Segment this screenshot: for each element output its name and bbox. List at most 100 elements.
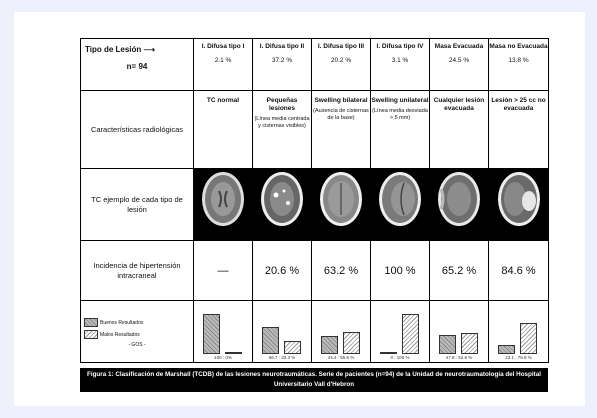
radiologic-label: Características radiológicas (80, 90, 194, 169)
radiologic-sub: (Línea media desviada > 5 mm) (372, 108, 428, 121)
radiologic-main: Lesión > 25 cc no evacuada (491, 97, 546, 112)
bad-outcome-bar (284, 340, 301, 354)
outcome-cell: 100 : 0% (193, 300, 253, 363)
column-name: I. Difusa tipo I (201, 43, 245, 50)
gos-label: - GOS - (128, 342, 146, 348)
good-outcome-bar (439, 334, 456, 354)
outcome-label: 44.4 : 55.6 % (327, 355, 355, 360)
radiologic-main: TC normal (206, 97, 240, 104)
column-name: Masa no Evacuada (489, 43, 548, 50)
icp-value: 63.2 % (311, 240, 371, 301)
figure-caption: Figura 1: Clasificación de Marshall (TCD… (80, 368, 548, 392)
radiologic-main: Swelling bilateral (314, 97, 368, 104)
column-name: I. Difusa tipo II (259, 43, 305, 50)
radiologic-sub: (Ausencia de cisternas de la base) (313, 108, 369, 121)
bad-outcome-bar (402, 314, 419, 354)
icp-value: 84.6 % (488, 240, 549, 301)
ct-scan-type-iii (320, 172, 362, 226)
ct-scan-image (488, 168, 549, 241)
legend-bad-label: Malos Resultados (100, 331, 140, 338)
arrow-right-icon: ⟶ (143, 45, 156, 54)
icp-row: Incidencia de hipertensión intracraneal … (80, 240, 549, 301)
marshall-classification-figure: Tipo de Lesión ⟶ n= 94 I. Difusa tipo I 2… (80, 38, 549, 395)
column-header: I. Difusa tipo III 20.2 % (311, 38, 371, 91)
legend-bad: Malos Resultados (84, 330, 190, 339)
radiologic-cell: Cualquier lesión evacuada (429, 90, 489, 169)
good-outcome-bar (203, 314, 220, 354)
bad-outcome-bar (225, 352, 242, 354)
radiologic-main: Pequeñas lesiones (266, 97, 298, 112)
outcome-label: 0 : 100 % (390, 355, 410, 360)
type-label: Tipo de Lesión (85, 45, 142, 54)
ct-scan-non-evacuated-mass (497, 172, 540, 226)
outcome-bars (312, 308, 370, 354)
radiologic-main: Cualquier lesión evacuada (433, 97, 485, 112)
icp-value: 100 % (370, 240, 430, 301)
outcome-bars (253, 308, 311, 354)
outcome-label: 100 : 0% (214, 355, 232, 360)
column-pct: 37.2 % (271, 57, 293, 64)
type-header-cell: Tipo de Lesión ⟶ n= 94 (80, 38, 194, 91)
good-outcome-bar (380, 352, 397, 354)
radiologic-cell: Swelling bilateral (Ausencia de cisternas… (311, 90, 371, 169)
ct-scan-type-i (202, 172, 244, 226)
column-pct: 24.5 % (448, 57, 470, 64)
column-header: Masa Evacuada 24.5 % (429, 38, 489, 91)
outcome-cell: 23.1 : 76.9 % (488, 300, 549, 363)
column-name: Masa Evacuada (434, 43, 484, 50)
radiologic-cell: TC normal (193, 90, 253, 169)
classification-table: Tipo de Lesión ⟶ n= 94 I. Difusa tipo I 2… (80, 38, 549, 363)
outcome-bars (371, 308, 429, 354)
radiologic-main: Swelling unilateral (371, 97, 429, 104)
column-pct: 13.8 % (508, 57, 529, 64)
good-outcome-bar (498, 344, 515, 354)
column-name: I. Difusa tipo III (317, 43, 365, 50)
outcome-label: 23.1 : 76.9 % (505, 355, 532, 360)
good-outcome-bar (262, 327, 279, 354)
outcome-label: 66.7 : 33.3 % (268, 355, 296, 360)
bad-outcome-bar (520, 323, 537, 354)
outcome-label: 47.8 : 52.6 % (445, 355, 473, 360)
bad-swatch-icon (84, 330, 98, 339)
bad-outcome-bar (343, 331, 360, 354)
column-header: I. Difusa tipo IV 3.1 % (370, 38, 430, 91)
ct-scan-evacuated-mass (438, 172, 480, 226)
good-outcome-bar (321, 336, 338, 354)
ct-example-row: TC ejemplo de cada tipo de lesión (80, 168, 549, 241)
radiologic-cell: Pequeñas lesiones (Línea media centrada y… (252, 90, 312, 169)
ct-scan-type-iv (379, 172, 421, 226)
icp-label: Incidencia de hipertensión intracraneal (80, 240, 194, 301)
ct-scan-image (193, 168, 253, 241)
ct-scan-image (370, 168, 430, 241)
legend-good: Buenos Resultados (84, 318, 190, 327)
ct-example-label: TC ejemplo de cada tipo de lesión (80, 168, 194, 241)
ct-scan-type-ii (261, 172, 303, 226)
outcome-bars (194, 308, 252, 354)
radiologic-sub: (Línea media centrada y cisternas visibl… (254, 116, 310, 129)
outcome-cell: 0 : 100 % (370, 300, 430, 363)
column-pct: 3.1 % (391, 57, 409, 64)
radiologic-row: Características radiológicas TC normal P… (80, 90, 549, 169)
bad-outcome-bar (461, 332, 478, 354)
header-row: Tipo de Lesión ⟶ n= 94 I. Difusa tipo I 2… (80, 38, 549, 91)
ct-scan-image (252, 168, 312, 241)
column-header: Masa no Evacuada 13.8 % (488, 38, 549, 91)
column-name: I. Difusa tipo IV (376, 43, 424, 50)
icp-value: — (193, 240, 253, 301)
gos-row: Buenos Resultados Malos Resultados - GOS… (80, 300, 549, 363)
good-swatch-icon (84, 318, 98, 327)
gos-legend: Buenos Resultados Malos Resultados - GOS… (80, 300, 194, 363)
outcome-bars (430, 308, 488, 354)
radiologic-cell: Lesión > 25 cc no evacuada (488, 90, 549, 169)
icp-value: 65.2 % (429, 240, 489, 301)
legend-good-label: Buenos Resultados (100, 319, 144, 326)
ct-scan-image (311, 168, 371, 241)
icp-value: 20.6 % (252, 240, 312, 301)
column-header: I. Difusa tipo II 37.2 % (252, 38, 312, 91)
radiologic-cell: Swelling unilateral (Línea media desviada… (370, 90, 430, 169)
outcome-cell: 47.8 : 52.6 % (429, 300, 489, 363)
outcome-bars (489, 308, 548, 354)
column-header: I. Difusa tipo I 2.1 % (193, 38, 253, 91)
sample-size: n= 94 (126, 62, 148, 71)
outcome-cell: 44.4 : 55.6 % (311, 300, 371, 363)
